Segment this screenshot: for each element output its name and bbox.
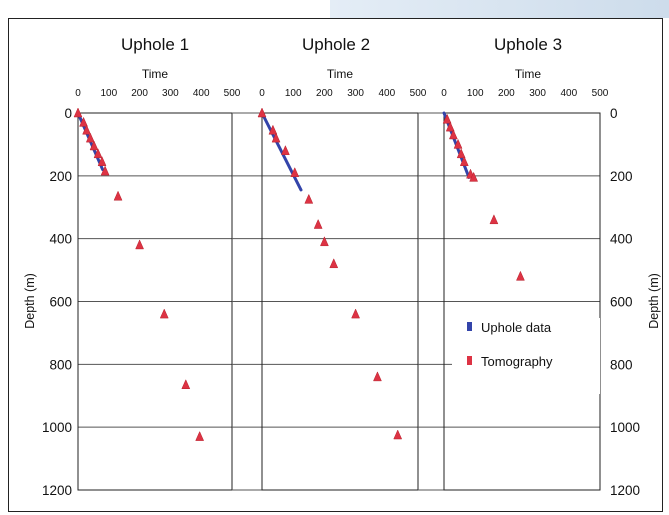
panel-1-xtick-label: 500 [224,88,241,99]
panel-3-xtick-label: 200 [498,88,515,99]
panel-1-ytick-label: 800 [49,357,72,372]
panel-1-xtick-label: 100 [100,88,117,99]
panel-2-tomography-point [268,124,278,135]
panel-3-ytick-label: 800 [610,357,633,372]
panel-1-title: Uphole 1 [121,35,189,54]
legend-marker-uphole-data [467,322,472,331]
panel-3-ytick-label: 400 [610,232,633,247]
panel-1-tomography-point [89,140,99,151]
panel-1-tomography-point [181,379,191,390]
panel-2-xtick-label: 500 [410,88,427,99]
panel-2-tomography-point [393,429,403,440]
panel-1-xtick-label: 300 [162,88,179,99]
panel-3-ytick-label: 200 [610,169,633,184]
panel-1-tomography-point [195,430,205,441]
panel-2-xtick-label: 100 [285,88,302,99]
panel-3-tomography-point [453,138,463,149]
panel-3-tomography-point [445,121,455,132]
panel-3-title: Uphole 3 [494,35,562,54]
panel-3-xtick-label: 400 [560,88,577,99]
legend-label-uphole-data: Uphole data [481,320,552,335]
legend-marker-tomography [467,356,472,365]
panel-3-tomography-point [448,129,458,140]
panel-1-tomography-point [85,132,95,143]
panel-2-tomography-point [320,236,329,247]
panel-1-xtick-label: 400 [193,88,210,99]
panel-3-tomography-point [459,156,469,166]
panel-2-tomography-point [290,167,300,177]
panel-3-plot-frame [443,112,601,491]
panel-1-tomography-point [79,116,88,127]
panel-3-xtick-label: 0 [441,88,447,99]
panel-1-tomography-point [113,190,123,201]
panel-2-tomography-point [281,145,290,155]
panel-2-xtick-label: 300 [347,88,364,99]
panel-3-xtick-label: 300 [529,88,546,99]
panel-1-tomography-point [82,124,92,135]
panel-1-xlabel: Time [142,67,169,81]
panel-2-tomography-point [271,132,281,143]
panel-3-tomography-point [469,171,479,182]
panel-1-ytick-label: 0 [64,106,72,121]
panel-2-xtick-label: 400 [378,88,395,99]
panel-1-tomography-point [135,239,144,250]
panel-3-ytick-label: 600 [610,295,633,310]
panel-3-tomography-point [516,270,525,281]
panel-1-ytick-label: 200 [49,169,72,184]
panel-1-ytick-label: 1000 [42,420,72,435]
panel-1-ytick-label: 1200 [42,483,72,498]
panel-3-tomography-point [442,113,452,124]
panel-2-xtick-label: 0 [259,88,265,99]
panel-2-tomography-point [329,258,339,269]
panel-2-uphole-data-line [260,111,303,192]
panel-1-tomography-point [93,148,103,159]
panel-1-ytick-label: 600 [49,295,72,310]
panel-1-tomography-point [100,165,110,176]
panel-1-tomography-point [97,156,107,166]
panel-2-tomography-point [351,308,360,319]
panel-3-xtick-label: 100 [467,88,484,99]
panel-2-tomography-point [257,107,267,118]
panel-3-xlabel: Time [515,67,542,81]
legend-label-tomography: Tomography [481,354,553,369]
panel-3-ytick-label: 1200 [610,483,640,498]
panel-3-xtick-label: 500 [592,88,609,99]
panel-3-tomography-point [489,214,499,225]
panel-3-ytick-label: 1000 [610,420,640,435]
panel-1-ytick-label: 400 [49,232,72,247]
legend: Uphole data Tomography [452,318,600,394]
header-banner [330,0,669,18]
right-ylabel: Depth (m) [647,273,661,329]
panel-2-title: Uphole 2 [302,35,370,54]
panel-3-ytick-label: 0 [610,106,618,121]
panel-1-xtick-label: 0 [75,88,81,99]
left-ylabel: Depth (m) [23,273,37,329]
panel-3-tomography-point [456,148,466,159]
legend-box [452,318,600,394]
panel-1-tomography-point [159,308,169,319]
panel-2-tomography-point [313,218,323,229]
panel-2-xtick-label: 200 [316,88,333,99]
panel-1-tomography-point [73,107,83,118]
panel-2-tomography-point [373,371,382,382]
panel-1-xtick-label: 200 [131,88,148,99]
panel-2-xlabel: Time [327,67,354,81]
panel-2-tomography-point [304,193,314,204]
